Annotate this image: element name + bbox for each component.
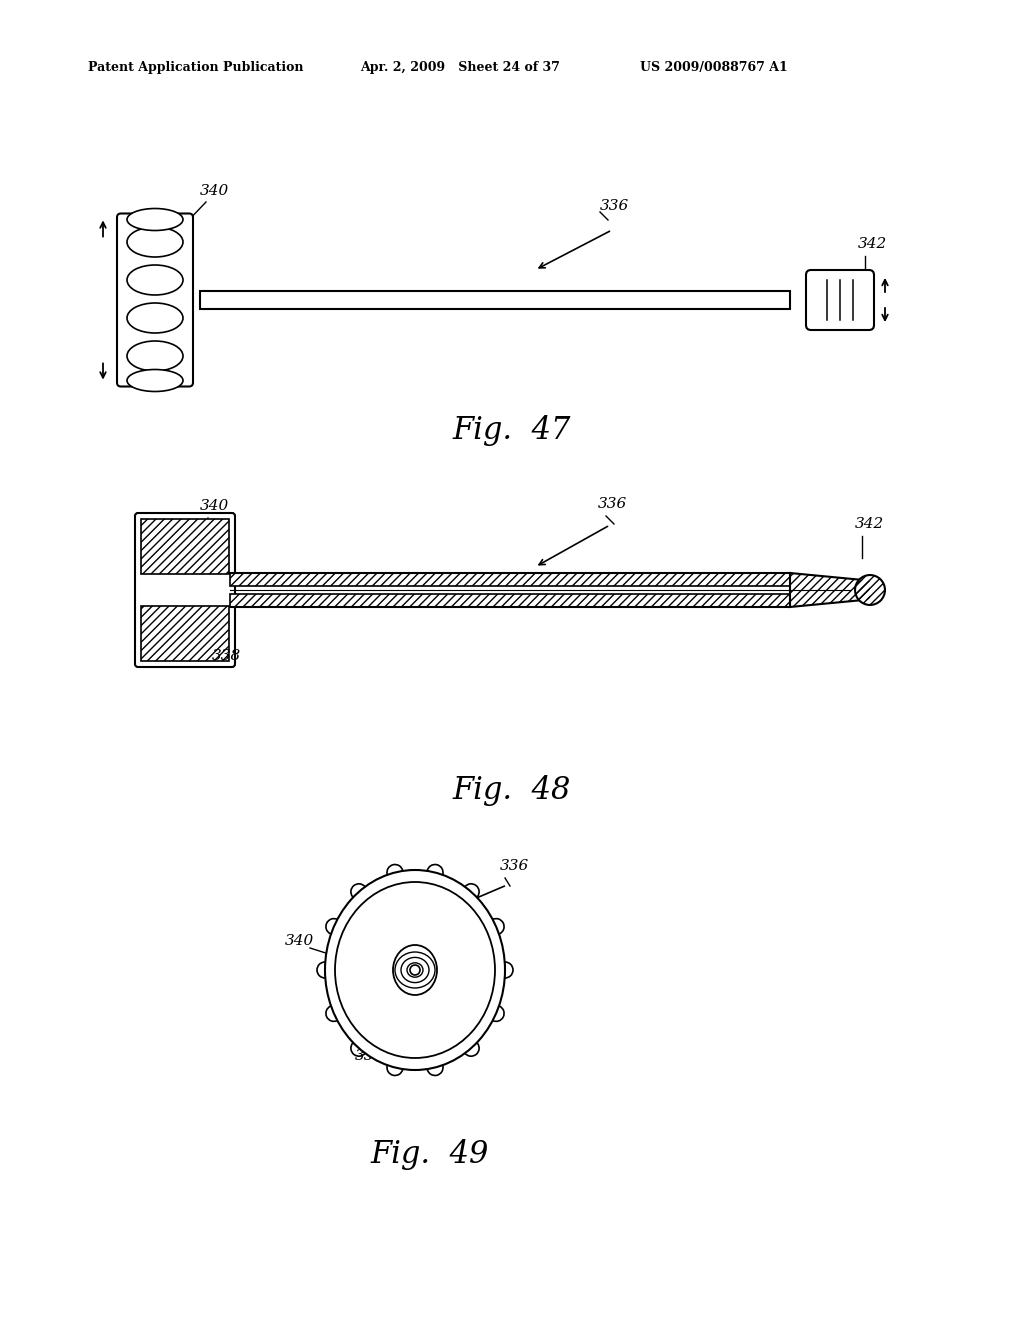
Ellipse shape: [427, 865, 443, 880]
Ellipse shape: [351, 1040, 367, 1056]
FancyBboxPatch shape: [806, 271, 874, 330]
Ellipse shape: [387, 865, 403, 880]
Text: Fig.  49: Fig. 49: [371, 1139, 489, 1171]
Circle shape: [410, 965, 420, 975]
Text: Fig.  48: Fig. 48: [453, 775, 571, 805]
Bar: [230, 573, 790, 586]
Text: 338: 338: [212, 649, 242, 663]
Ellipse shape: [427, 1060, 443, 1076]
Ellipse shape: [463, 884, 479, 900]
Circle shape: [855, 576, 885, 605]
Bar: [230, 594, 790, 607]
Bar: [141, 519, 229, 574]
Ellipse shape: [317, 962, 333, 978]
Text: 342: 342: [855, 517, 885, 531]
Bar: [200, 290, 790, 309]
Text: 340: 340: [200, 183, 229, 198]
Text: 336: 336: [500, 859, 529, 873]
Ellipse shape: [326, 1006, 342, 1022]
Text: US 2009/0088767 A1: US 2009/0088767 A1: [640, 62, 787, 74]
Ellipse shape: [326, 919, 342, 935]
Text: 340: 340: [200, 499, 229, 513]
Text: 342: 342: [858, 238, 887, 251]
FancyBboxPatch shape: [117, 214, 193, 387]
Polygon shape: [790, 573, 870, 607]
Text: 340: 340: [285, 935, 314, 948]
Ellipse shape: [351, 884, 367, 900]
Ellipse shape: [127, 304, 183, 333]
Text: Fig.  47: Fig. 47: [453, 414, 571, 446]
Text: Apr. 2, 2009   Sheet 24 of 37: Apr. 2, 2009 Sheet 24 of 37: [360, 62, 560, 74]
Ellipse shape: [335, 882, 495, 1059]
Text: 338: 338: [355, 1049, 384, 1063]
Ellipse shape: [497, 962, 513, 978]
Ellipse shape: [127, 341, 183, 371]
Bar: [141, 606, 229, 661]
Ellipse shape: [488, 919, 504, 935]
Text: 336: 336: [598, 498, 628, 511]
Ellipse shape: [127, 265, 183, 294]
FancyBboxPatch shape: [135, 513, 234, 667]
Ellipse shape: [325, 870, 505, 1071]
Ellipse shape: [127, 209, 183, 231]
Ellipse shape: [393, 945, 437, 995]
Ellipse shape: [463, 1040, 479, 1056]
Text: Patent Application Publication: Patent Application Publication: [88, 62, 303, 74]
Ellipse shape: [127, 370, 183, 392]
Text: 336: 336: [600, 199, 630, 213]
Ellipse shape: [488, 1006, 504, 1022]
Ellipse shape: [387, 1060, 403, 1076]
Ellipse shape: [127, 227, 183, 257]
